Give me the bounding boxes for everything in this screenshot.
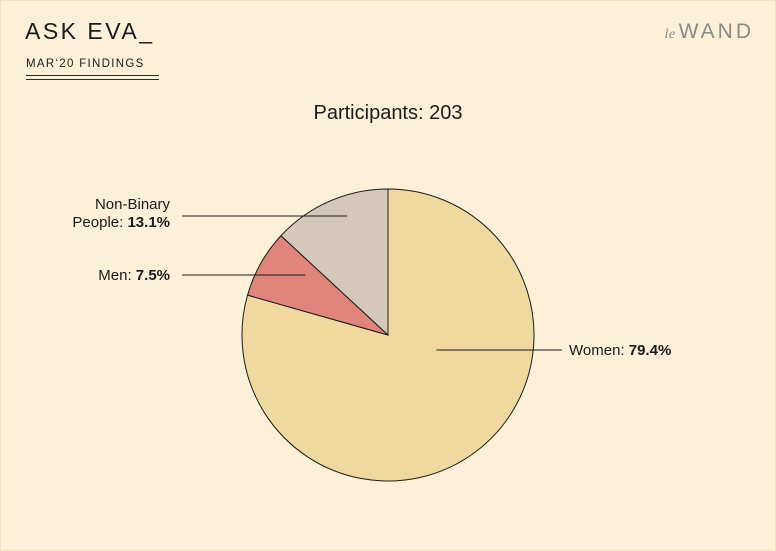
logo-prefix: le (664, 27, 676, 42)
slice-value-1: 7.5% (132, 267, 170, 284)
page-title: ASK EVA_ (25, 18, 155, 44)
pie-slice-2 (280, 188, 389, 337)
chart-title: Participants: 203 (313, 102, 463, 124)
slice-value-0: 79.4% (625, 342, 672, 359)
subtitle-rule-top (26, 75, 159, 76)
logo-wordmark: WAND (678, 20, 754, 43)
pie-leader-lines (182, 215, 562, 351)
slice-label-2-line-1: People: 13.1% (72, 214, 170, 231)
subtitle-rule-bottom (26, 79, 159, 80)
pie-slices (241, 188, 535, 482)
slice-label-0: Women: 79.4% (569, 342, 671, 359)
subtitle: MAR‘20 FINDINGS (26, 58, 145, 70)
brand-logo: le WAND (665, 20, 755, 44)
slice-label-2-line-0: Non-Binary (95, 196, 171, 213)
slice-value-2: 13.1% (123, 214, 170, 231)
slice-label-1: Men: 7.5% (98, 267, 170, 284)
